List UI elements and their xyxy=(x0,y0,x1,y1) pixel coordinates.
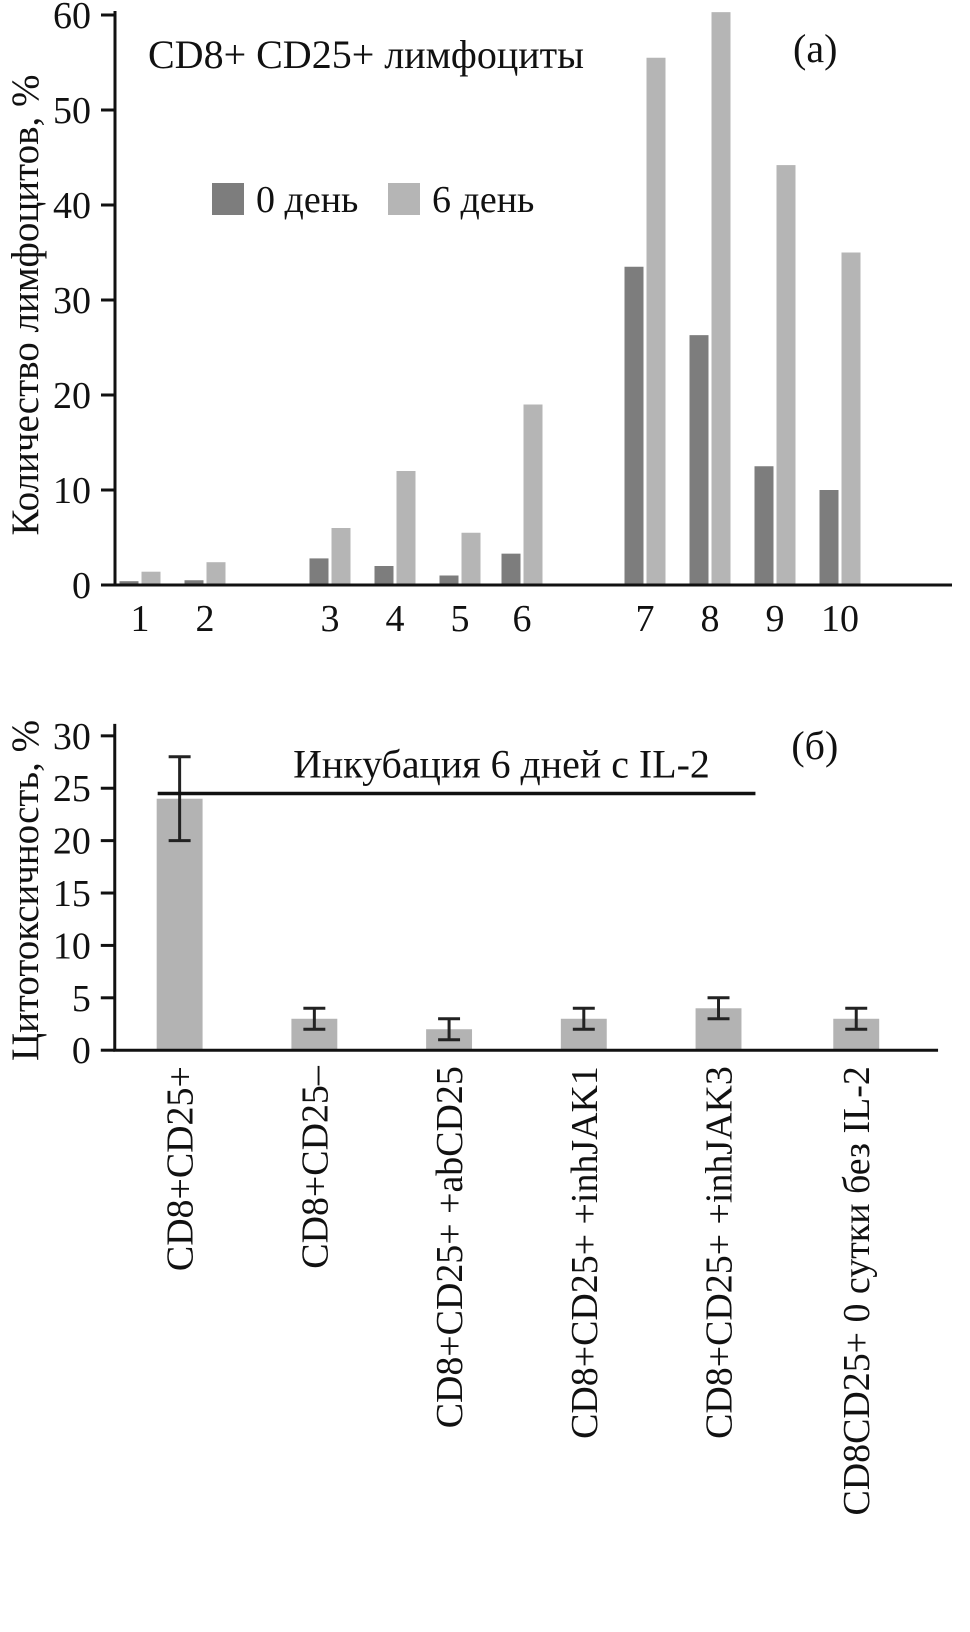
x-category-label: CD8+CD25– xyxy=(294,1065,336,1269)
panel-b-bar-chart: CD8+CD25+ CD8+CD25– CD8+CD25+ +abCD25 CD8+C… xyxy=(4,716,939,1516)
legend-swatch-0 xyxy=(212,183,244,215)
bar-series0-group6 xyxy=(501,553,521,585)
annotation-text: Инкубация 6 дней с IL-2 xyxy=(293,742,710,787)
x-tick-label: 5 xyxy=(451,598,470,640)
panel-a-title: CD8+ CD25+ лимфоциты xyxy=(148,32,584,77)
x-category-label: CD8+CD25+ xyxy=(160,1066,202,1271)
bar-series1-group5 xyxy=(461,532,481,585)
bar-series0-group7 xyxy=(624,266,644,585)
x-tick-label: 9 xyxy=(766,598,785,640)
y-tick-label: 0 xyxy=(72,565,91,607)
bar-series0-group3 xyxy=(309,558,329,585)
y-tick-label: 25 xyxy=(53,768,91,810)
x-tick-label: 1 xyxy=(131,598,150,640)
legend-label-1: 6 день xyxy=(432,179,534,221)
bar-series1-group6 xyxy=(523,404,543,585)
bar-series0-group10 xyxy=(819,490,839,585)
bar-series1-group1 xyxy=(141,571,161,585)
y-tick-label: 20 xyxy=(53,821,91,863)
panel-a-label: (а) xyxy=(793,26,837,71)
bar-series1-group3 xyxy=(331,528,351,585)
y-tick-label: 0 xyxy=(72,1030,91,1072)
y-tick-label: 30 xyxy=(53,716,91,758)
bar-series1-group2 xyxy=(206,562,226,585)
x-category-label: CD8+CD25+ +inhJAK1 xyxy=(564,1066,606,1439)
x-tick-label: 7 xyxy=(636,598,655,640)
bar-series1-group4 xyxy=(396,471,416,585)
y-tick-label: 15 xyxy=(53,873,91,915)
legend-swatch-1 xyxy=(388,183,420,215)
bar-series1-group9 xyxy=(776,165,796,585)
bar-series0-group4 xyxy=(374,566,394,585)
y-tick-label: 10 xyxy=(53,470,91,512)
legend-label-0: 0 день xyxy=(256,179,358,221)
panel-b-ylabel: Цитотоксичность, % xyxy=(4,720,47,1061)
x-tick-label: 2 xyxy=(196,598,215,640)
x-tick-label: 6 xyxy=(513,598,532,640)
x-category-label: CD8+CD25+ +abCD25 xyxy=(429,1066,471,1428)
y-tick-label: 5 xyxy=(72,978,91,1020)
bar-series0-group9 xyxy=(754,466,774,585)
y-tick-label: 10 xyxy=(53,925,91,967)
panel-a-bar-chart: 1 2 3 4 5 6 7 8 9 10 0 10 20 30 40 50 60 CD8+ CD25+ лимфо… xyxy=(4,0,952,640)
bar-series1-group7 xyxy=(646,57,666,585)
bar-series1-group10 xyxy=(841,252,861,585)
panel-a-ylabel: Количество лимфоцитов, % xyxy=(4,75,47,536)
y-tick-label: 30 xyxy=(53,280,91,322)
x-category-label: CD8+CD25+ +inhJAK3 xyxy=(698,1066,740,1439)
x-tick-label: 10 xyxy=(821,598,859,640)
bar-series1-group8 xyxy=(711,12,731,585)
x-tick-label: 3 xyxy=(321,598,340,640)
y-tick-label: 60 xyxy=(53,0,91,37)
bar-series0-group8 xyxy=(689,335,709,585)
bar-series0-group1 xyxy=(119,581,139,585)
x-category-label: CD8CD25+ 0 сутки без IL-2 xyxy=(836,1066,878,1515)
x-tick-label: 4 xyxy=(386,598,405,640)
bar-series0-group2 xyxy=(184,580,204,585)
y-tick-label: 20 xyxy=(53,375,91,417)
y-tick-label: 50 xyxy=(53,90,91,132)
panel-b-label: (б) xyxy=(791,723,838,768)
x-tick-label: 8 xyxy=(701,598,720,640)
y-tick-label: 40 xyxy=(53,185,91,227)
bar-series0-group5 xyxy=(439,575,459,585)
